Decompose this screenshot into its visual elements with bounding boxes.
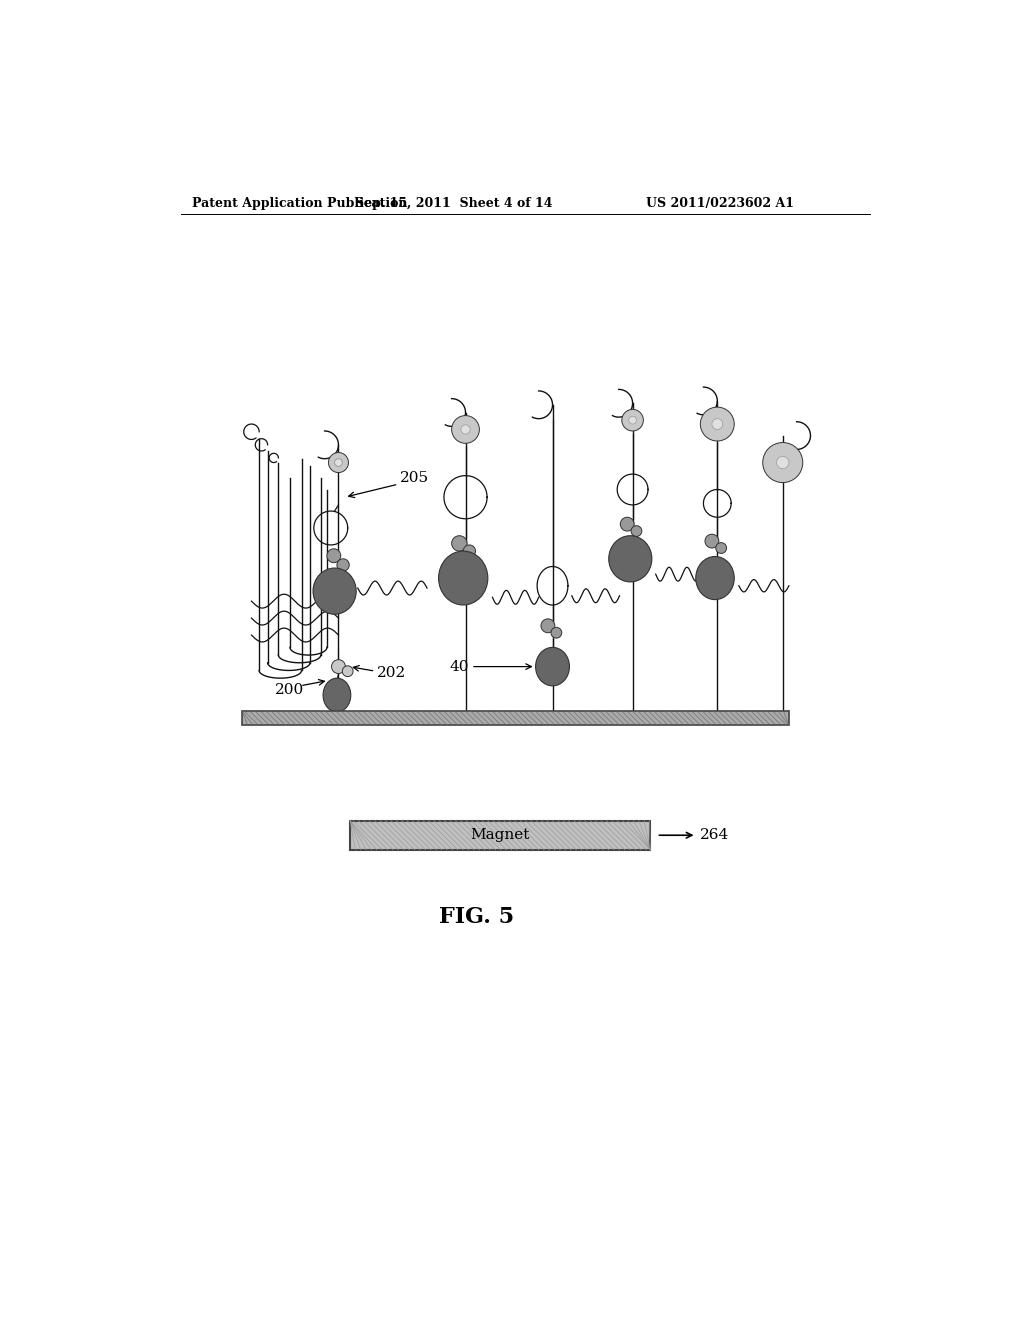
Text: 264: 264 [700,828,730,842]
Ellipse shape [621,517,634,531]
Text: Sep. 15, 2011  Sheet 4 of 14: Sep. 15, 2011 Sheet 4 of 14 [355,197,553,210]
Ellipse shape [452,536,467,552]
Ellipse shape [631,525,642,536]
Ellipse shape [452,416,479,444]
Text: 200: 200 [274,682,304,697]
Ellipse shape [541,619,555,632]
Text: 202: 202 [377,665,407,680]
Ellipse shape [329,453,348,473]
Ellipse shape [461,425,470,434]
Ellipse shape [335,458,342,466]
Ellipse shape [629,416,637,424]
Text: Patent Application Publication: Patent Application Publication [193,197,408,210]
Text: US 2011/0223602 A1: US 2011/0223602 A1 [646,197,795,210]
Ellipse shape [323,678,351,711]
Bar [350,821,650,850]
Ellipse shape [776,457,788,469]
Text: FIG. 5: FIG. 5 [439,906,515,928]
Ellipse shape [438,552,487,605]
Ellipse shape [608,536,652,582]
Text: 40: 40 [450,660,469,673]
Ellipse shape [705,535,719,548]
Ellipse shape [327,549,341,562]
Ellipse shape [463,545,475,557]
Text: 205: 205 [400,471,429,484]
Ellipse shape [695,557,734,599]
Ellipse shape [342,665,353,677]
Ellipse shape [712,418,723,429]
Ellipse shape [622,409,643,430]
Ellipse shape [551,627,562,638]
Ellipse shape [332,660,345,673]
Ellipse shape [763,442,803,483]
Ellipse shape [337,558,349,572]
Ellipse shape [700,407,734,441]
Ellipse shape [716,543,727,553]
Text: Magnet: Magnet [470,828,529,842]
Ellipse shape [313,568,356,614]
Bar [243,711,788,725]
Ellipse shape [536,647,569,686]
